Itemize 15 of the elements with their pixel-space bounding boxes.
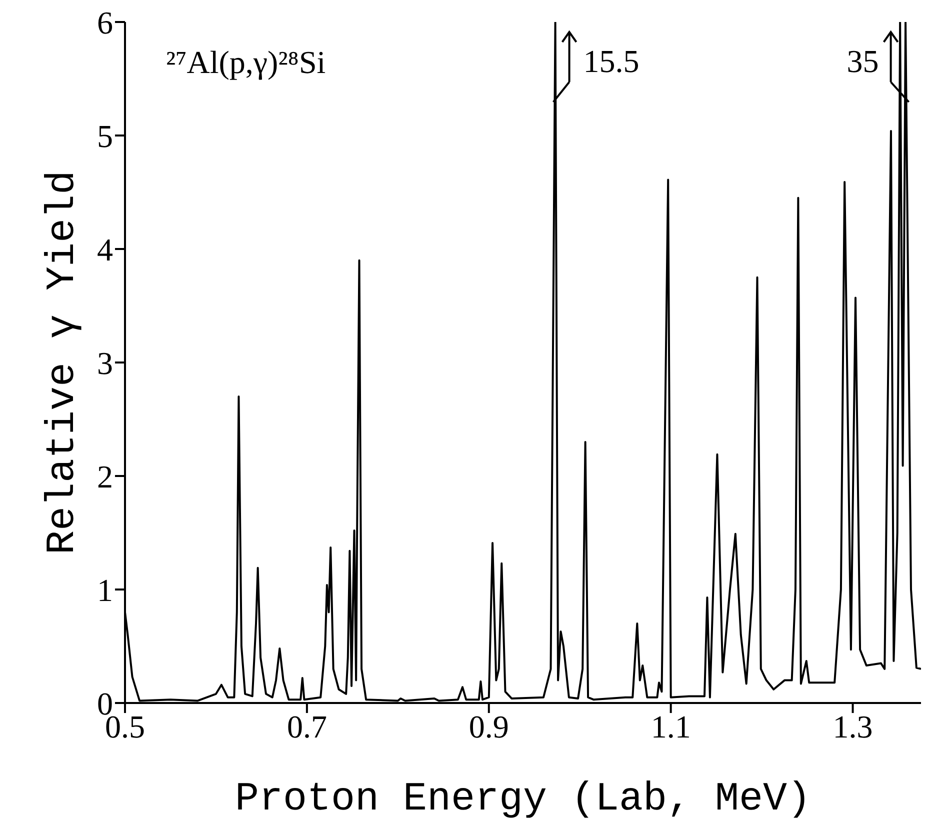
annotation: ²⁷Al(p,γ)²⁸Si	[166, 44, 326, 81]
x-tick-label: 0.9	[468, 708, 509, 745]
y-tick-label: 3	[97, 344, 113, 381]
x-axis-title: Proton Energy (Lab, MeV)	[234, 777, 812, 822]
y-tick-label: 2	[97, 458, 113, 494]
annotation: 15.5	[583, 43, 640, 79]
x-tick-label: 1.3	[832, 708, 873, 745]
y-tick-label: 5	[97, 118, 113, 154]
x-tick-label: 0.7	[286, 708, 327, 745]
y-tick-label: 6	[97, 4, 113, 40]
annotation: 35	[846, 43, 879, 79]
y-tick-label: 1	[97, 572, 113, 608]
x-tick-label: 1.1	[650, 708, 691, 745]
y-axis-title: Relative γ Yield	[41, 170, 86, 555]
y-tick-label: 4	[97, 231, 113, 268]
